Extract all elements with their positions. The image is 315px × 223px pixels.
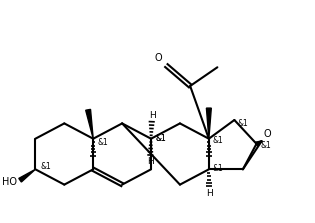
Text: &1: &1 — [213, 136, 224, 145]
Text: &1: &1 — [155, 134, 166, 142]
Text: &1: &1 — [238, 119, 249, 128]
Text: H: H — [149, 111, 155, 120]
Text: H: H — [147, 157, 154, 166]
Text: &1: &1 — [97, 138, 108, 147]
Text: HO: HO — [2, 177, 17, 187]
Text: &1: &1 — [213, 164, 224, 173]
Text: H: H — [206, 189, 213, 198]
Text: &1: &1 — [155, 134, 166, 142]
Text: O: O — [155, 53, 162, 63]
Text: O: O — [263, 128, 271, 138]
Polygon shape — [86, 109, 93, 139]
Polygon shape — [19, 169, 35, 182]
Text: &1: &1 — [261, 141, 271, 150]
Text: &1: &1 — [41, 162, 51, 171]
Polygon shape — [206, 108, 211, 139]
